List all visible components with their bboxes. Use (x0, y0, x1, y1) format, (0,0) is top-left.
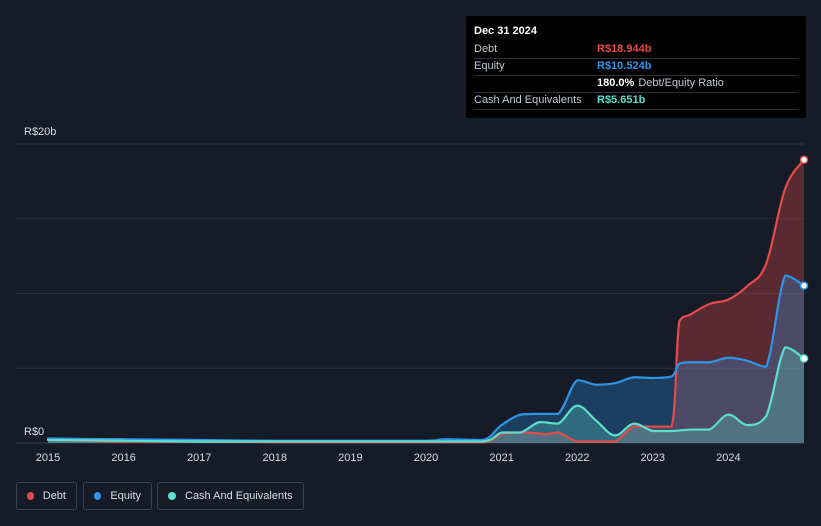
tooltip-panel: Dec 31 2024 Debt R$18.944b Equity R$10.5… (466, 16, 806, 118)
tooltip-value: R$10.524b (597, 60, 652, 72)
x-tick-label: 2018 (263, 452, 287, 464)
x-axis-labels: 2015 2016 2017 2018 2019 2020 2021 2022 2023 2024 (36, 452, 741, 464)
legend-dot (27, 492, 34, 500)
equity-area (48, 275, 804, 443)
tooltip-label: Equity (474, 60, 505, 72)
tooltip-row-debt: Debt R$18.944b (474, 41, 798, 59)
tooltip-value: R$18.944b (597, 43, 652, 55)
series-endpoints (799, 155, 809, 363)
tooltip-value: R$5.651b (597, 94, 646, 106)
tooltip-row-equity: Equity R$10.524b (474, 58, 798, 76)
legend-dot (168, 492, 176, 500)
grid-lines (16, 143, 804, 444)
x-tick-label: 2022 (565, 452, 589, 464)
legend-label: Cash And Equivalents (185, 490, 293, 502)
x-tick-label: 2017 (187, 452, 211, 464)
x-tick-label: 2019 (338, 452, 362, 464)
series-lines (46, 158, 806, 444)
legend-label: Equity (110, 490, 141, 502)
x-tick-label: 2015 (36, 452, 60, 464)
y-axis-labels: R$0 R$20b (24, 126, 56, 438)
x-tick-label: 2021 (489, 452, 513, 464)
cash-and-equivalents-area (48, 347, 804, 443)
y-tick-label: R$0 (24, 426, 44, 438)
series-areas (48, 159, 804, 443)
legend-item-cash[interactable]: Cash And Equivalents (157, 482, 304, 510)
equity-endpoint (799, 281, 809, 290)
y-tick-label: R$20b (24, 126, 56, 138)
x-tick-label: 2016 (111, 452, 135, 464)
tooltip-label: Debt (474, 43, 498, 55)
tooltip-extra: Debt/Equity Ratio (638, 77, 724, 89)
x-tick-label: 2024 (716, 452, 740, 464)
cash-and-equivalents-endpoint (799, 354, 809, 363)
x-tick-label: 2023 (641, 452, 665, 464)
tooltip-row-ratio: 180.0% Debt/Equity Ratio (474, 75, 798, 93)
legend-dot (94, 492, 102, 500)
debt-endpoint (799, 155, 809, 165)
tooltip-value: 180.0% (597, 77, 635, 89)
legend-item-equity[interactable]: Equity (83, 482, 152, 510)
tooltip-date: Dec 31 2024 (474, 25, 537, 37)
cash-and-equivalents-line (46, 346, 806, 443)
legend-label: Debt (42, 490, 66, 502)
x-tick-label: 2020 (414, 452, 438, 464)
legend-item-debt[interactable]: Debt (16, 482, 77, 510)
tooltip-label: Cash And Equivalents (474, 94, 582, 106)
tooltip-row-cash: Cash And Equivalents R$5.651b (474, 92, 798, 110)
